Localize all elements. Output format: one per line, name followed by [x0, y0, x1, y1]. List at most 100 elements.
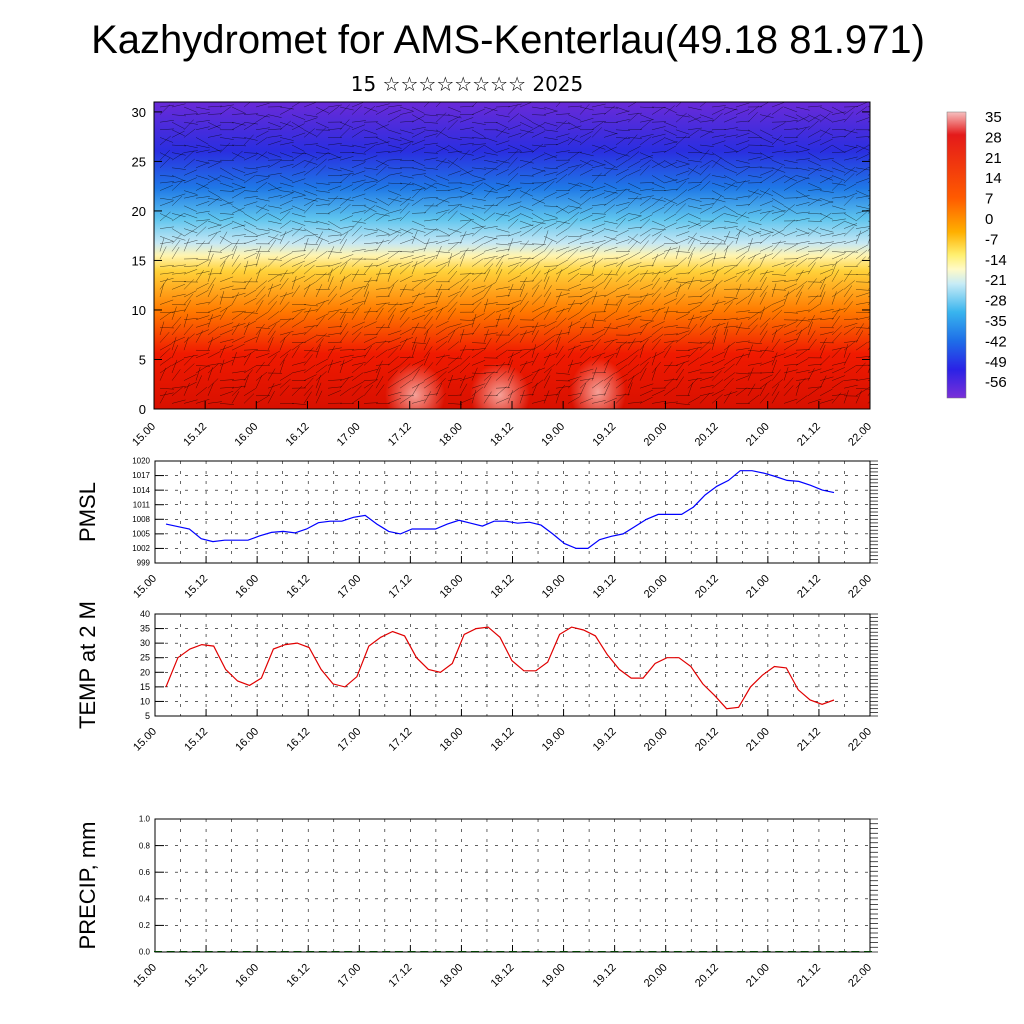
wind-barb — [819, 274, 833, 283]
wind-barb — [291, 226, 303, 237]
wind-barb — [459, 344, 467, 358]
wind-barb — [327, 285, 337, 298]
wind-barb — [459, 323, 474, 328]
wind-barb — [483, 338, 492, 351]
wind-barb — [291, 285, 301, 298]
wind-barb — [723, 197, 738, 200]
wind-barb — [699, 173, 711, 184]
wind-barb — [675, 327, 690, 329]
wind-barb — [495, 397, 509, 404]
wind-barb — [543, 106, 558, 112]
wind-barb — [603, 204, 616, 214]
wind-barb — [819, 375, 827, 389]
wind-barb — [219, 379, 234, 381]
wind-barb — [291, 310, 303, 320]
wind-barb — [447, 323, 462, 328]
wind-barb — [531, 258, 544, 267]
wind-barb — [831, 332, 842, 343]
wind-barb — [195, 126, 210, 131]
wind-barb — [231, 292, 246, 298]
wind-barb — [783, 159, 798, 164]
wind-barb — [579, 397, 594, 404]
wind-barb — [219, 222, 233, 229]
wind-barb — [495, 127, 507, 138]
precip-bar — [166, 951, 175, 952]
wind-barb — [567, 378, 579, 389]
wind-barb — [327, 167, 342, 172]
wind-barb — [447, 291, 461, 298]
wind-barb — [603, 220, 618, 225]
wind-barb — [579, 301, 590, 313]
wind-barb — [195, 329, 210, 336]
wind-barb — [375, 360, 383, 374]
wind-barb — [183, 106, 198, 113]
wind-barb — [519, 151, 534, 153]
wind-barb — [315, 284, 323, 298]
wind-barb — [291, 220, 306, 226]
wind-barb — [471, 182, 484, 191]
wind-barb — [159, 348, 171, 358]
wind-barb — [687, 114, 701, 122]
wind-barb — [471, 297, 485, 305]
page-title: Kazhydromet for AMS-Kenterlau(49.18 81.9… — [91, 18, 925, 62]
wind-barb — [171, 358, 185, 366]
wind-barb — [375, 239, 384, 252]
wind-barb — [759, 129, 773, 137]
wind-barb — [459, 127, 474, 131]
wind-barb — [351, 225, 362, 237]
wind-barb — [531, 106, 546, 110]
wind-barb — [843, 166, 856, 176]
wind-barb — [171, 272, 186, 275]
wind-barb — [363, 342, 376, 351]
wind-barb — [459, 191, 473, 199]
wind-barb — [627, 382, 633, 396]
wind-barb — [327, 234, 342, 237]
wind-barb — [339, 225, 354, 229]
wind-barb — [855, 273, 870, 276]
wind-barb — [651, 333, 664, 343]
wind-barb — [243, 121, 258, 125]
wind-barb — [531, 198, 545, 207]
wind-barb — [831, 180, 843, 191]
wind-barb — [819, 127, 831, 138]
wind-barb — [387, 268, 393, 282]
wind-barb — [639, 164, 650, 176]
wind-barb — [507, 238, 514, 252]
wind-barb — [195, 301, 210, 305]
wind-barb — [783, 367, 789, 381]
wind-barb — [219, 106, 232, 115]
wind-barb — [807, 197, 822, 202]
wind-barb — [435, 129, 449, 137]
wind-barb — [855, 178, 870, 184]
wind-barb — [555, 192, 570, 199]
x-tick-label: 15.00 — [130, 421, 158, 449]
colorbar-label: -7 — [985, 231, 998, 248]
wind-barb — [723, 182, 738, 188]
wind-barb — [567, 197, 581, 205]
wind-barb — [771, 369, 781, 381]
precip-bar — [673, 951, 682, 952]
wind-barb — [555, 161, 569, 169]
wind-barb — [423, 167, 438, 170]
wind-barb — [819, 344, 826, 358]
precip-bar — [787, 951, 796, 952]
wind-barb — [711, 370, 722, 381]
wind-barb — [303, 347, 314, 358]
wind-barb — [363, 283, 370, 298]
wind-barb — [543, 307, 552, 320]
x-tick-label: 16.12 — [284, 962, 312, 990]
wind-barb — [687, 377, 702, 381]
wind-barb — [567, 151, 580, 161]
wind-barb — [771, 213, 785, 222]
wind-barb — [315, 106, 329, 114]
wind-barb — [663, 401, 678, 404]
wind-barb — [759, 190, 774, 196]
wind-barb — [759, 211, 771, 222]
wind-barb — [591, 273, 604, 282]
wind-barb — [711, 367, 725, 374]
wind-barb — [435, 112, 447, 123]
wind-barb — [711, 322, 726, 328]
wind-barb — [411, 115, 425, 123]
wind-barb — [579, 297, 593, 305]
wind-barb — [699, 281, 712, 290]
